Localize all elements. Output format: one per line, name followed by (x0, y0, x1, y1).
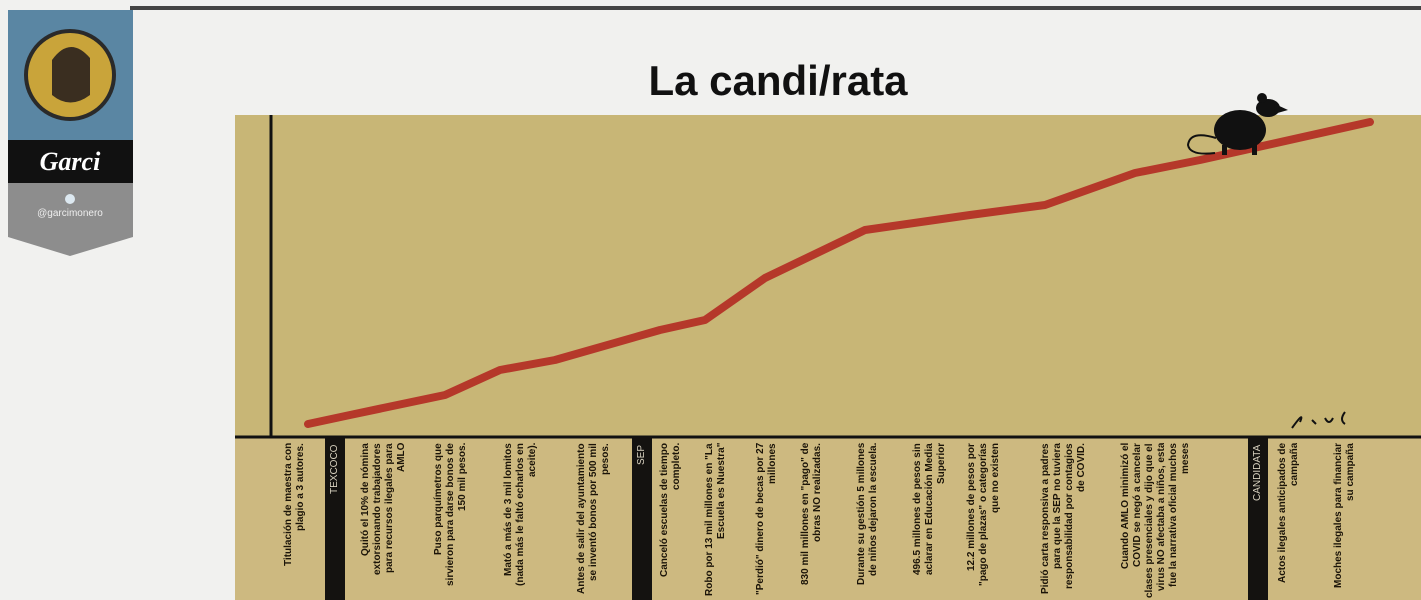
timeline-note: Durante su gestión 5 millones de niños d… (856, 443, 900, 598)
timeline-note: Robo por 13 mil millones en "La Escuela … (704, 443, 740, 598)
timeline-note: 496.5 millones de pesos sin aclarar en E… (912, 443, 958, 598)
author-name: Garci (40, 147, 101, 176)
cartoon-page: Garci @garcimonero La candi/rata Titulac… (0, 0, 1421, 600)
social-icon (65, 194, 75, 204)
handle: @garcimonero (37, 208, 103, 219)
timeline-note: Actos ilegales anticipados de campaña (1277, 443, 1313, 598)
top-rule (130, 6, 1421, 10)
timeline-note: Titulación de maestra con plagio a 3 aut… (283, 443, 317, 598)
timeline-note: Mató a más de 3 mil lomitos (nada más le… (503, 443, 547, 598)
section-bar: CANDIDATA (1248, 437, 1268, 600)
timeline-note: "Perdió" dinero de becas por 27 millones (755, 443, 789, 598)
section-bar: SEP (632, 437, 652, 600)
timeline-note: Quitó el 10% de nómina extorsionando tra… (360, 443, 410, 598)
timeline-note: Moches ilegales para financiar su campañ… (1333, 443, 1377, 598)
section-label: TEXCOCO (328, 445, 342, 600)
section-label: SEP (635, 445, 649, 600)
pennant (8, 183, 133, 256)
timeline-note: Pidió carta responsiva a padres para que… (1040, 443, 1100, 598)
section-label: CANDIDATA (1251, 445, 1265, 600)
section-bar: TEXCOCO (325, 437, 345, 600)
timeline-note: Cuando AMLO minimizó el COVID se negó a … (1120, 443, 1210, 598)
timeline-note: 830 mil millones en "pago" de obras NO r… (800, 443, 840, 598)
timeline-note: 12.2 millones de pesos por "pago de plaz… (966, 443, 1018, 598)
timeline-note: Antes de salir del ayuntamiento se inven… (576, 443, 620, 598)
timeline-note: Puso parquímetros que sirvieron para dar… (433, 443, 477, 598)
timeline-note: Canceló escuelas de tiempo completo. (659, 443, 693, 598)
title: La candi/rata (648, 57, 908, 104)
avatar-face (52, 47, 90, 103)
